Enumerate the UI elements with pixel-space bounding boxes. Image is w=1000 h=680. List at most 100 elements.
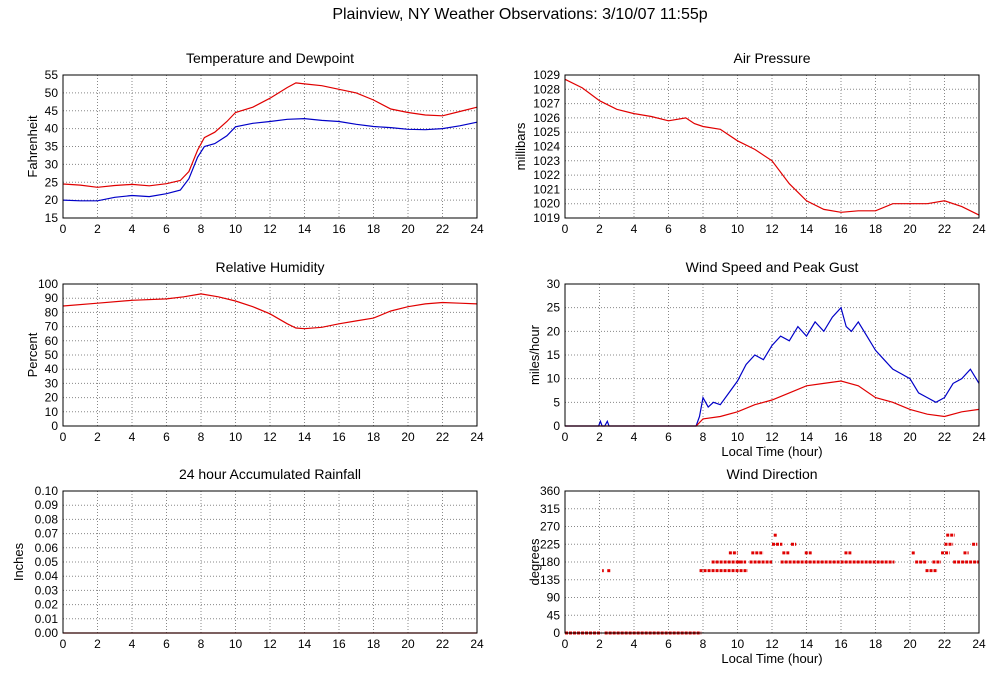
x-tick-label: 2 [596,222,603,236]
y-tick-label: 1023 [533,154,560,168]
x-tick-label: 2 [94,222,101,236]
plot-frame [564,283,980,427]
x-tick-label: 2 [94,430,101,444]
y-tick-label: 50 [45,86,59,100]
x-tick-label: 22 [436,430,450,444]
plot-frame [564,490,980,634]
y-tick-label: 1019 [533,211,560,225]
y-tick-label: 10 [45,405,59,419]
series-line-0 [565,306,980,427]
x-tick-label: 16 [834,222,848,236]
y-tick-label: 55 [45,68,59,82]
x-axis-label: Local Time (hour) [721,444,822,459]
y-tick-label: 45 [45,104,59,118]
x-tick-label: 6 [665,222,672,236]
x-tick-label: 10 [731,637,745,651]
x-tick-label: 10 [229,637,243,651]
x-tick-label: 6 [163,637,170,651]
y-tick-label: 25 [45,175,59,189]
y-tick-label: 0.04 [35,569,59,583]
x-tick-label: 14 [800,222,814,236]
y-tick-label: 90 [45,291,59,305]
x-tick-label: 14 [800,637,814,651]
x-tick-label: 10 [731,430,745,444]
y-tick-label: 0.00 [35,626,59,640]
x-tick-label: 10 [731,222,745,236]
x-tick-label: 12 [765,637,779,651]
y-tick-label: 30 [547,277,561,291]
x-tick-label: 18 [367,222,381,236]
x-tick-label: 14 [298,637,312,651]
chart-title: Wind Speed and Peak Gust [686,259,859,275]
y-tick-label: 0 [553,419,560,433]
x-tick-label: 16 [834,430,848,444]
y-tick-label: 135 [540,573,560,587]
x-tick-label: 12 [263,222,277,236]
y-tick-label: 100 [38,277,58,291]
y-tick-label: 0.05 [35,555,59,569]
x-tick-label: 4 [631,222,638,236]
y-axis-label: Inches [11,542,26,581]
x-tick-label: 6 [665,637,672,651]
y-tick-label: 60 [45,334,59,348]
plot-frame [62,283,478,427]
x-tick-label: 24 [470,430,484,444]
x-tick-label: 24 [470,222,484,236]
x-tick-label: 14 [298,222,312,236]
y-tick-label: 40 [45,362,59,376]
x-tick-label: 4 [129,222,136,236]
y-tick-label: 0 [553,626,560,640]
x-tick-label: 12 [263,430,277,444]
y-tick-label: 45 [547,608,561,622]
x-tick-label: 24 [972,637,986,651]
x-tick-label: 16 [332,430,346,444]
y-tick-label: 0.03 [35,583,59,597]
x-tick-label: 16 [332,637,346,651]
y-tick-label: 1027 [533,97,560,111]
x-tick-label: 24 [972,222,986,236]
x-tick-label: 24 [470,637,484,651]
y-tick-label: 1020 [533,197,560,211]
y-tick-label: 1028 [533,82,560,96]
x-tick-label: 18 [367,637,381,651]
y-tick-label: 1026 [533,111,560,125]
x-tick-label: 20 [903,222,917,236]
chart-title: 24 hour Accumulated Rainfall [179,466,361,482]
plot-frame [564,74,980,219]
x-tick-label: 6 [665,430,672,444]
x-tick-label: 8 [700,222,707,236]
x-tick-label: 20 [401,637,415,651]
series-line-0 [62,82,478,188]
x-tick-label: 4 [129,430,136,444]
x-tick-label: 0 [562,430,569,444]
y-tick-label: 5 [553,395,560,409]
y-tick-label: 15 [547,348,561,362]
y-tick-label: 30 [45,157,59,171]
x-tick-label: 8 [700,637,707,651]
x-tick-label: 16 [834,637,848,651]
y-tick-label: 20 [45,193,59,207]
y-tick-label: 1025 [533,125,560,139]
y-tick-label: 20 [45,391,59,405]
x-tick-label: 16 [332,222,346,236]
x-tick-label: 18 [869,222,883,236]
x-tick-label: 20 [903,430,917,444]
x-tick-label: 22 [938,430,952,444]
chart-title: Wind Direction [726,466,817,482]
x-tick-label: 6 [163,430,170,444]
series-line-1 [565,380,980,427]
x-tick-label: 20 [401,222,415,236]
series-line-0 [62,293,478,330]
y-tick-label: 20 [547,324,561,338]
x-tick-label: 2 [94,637,101,651]
plot-frame [62,74,478,219]
x-tick-label: 8 [700,430,707,444]
y-tick-label: 0 [51,419,58,433]
x-tick-label: 0 [60,222,67,236]
y-tick-label: 25 [547,301,561,315]
y-tick-label: 270 [540,520,560,534]
